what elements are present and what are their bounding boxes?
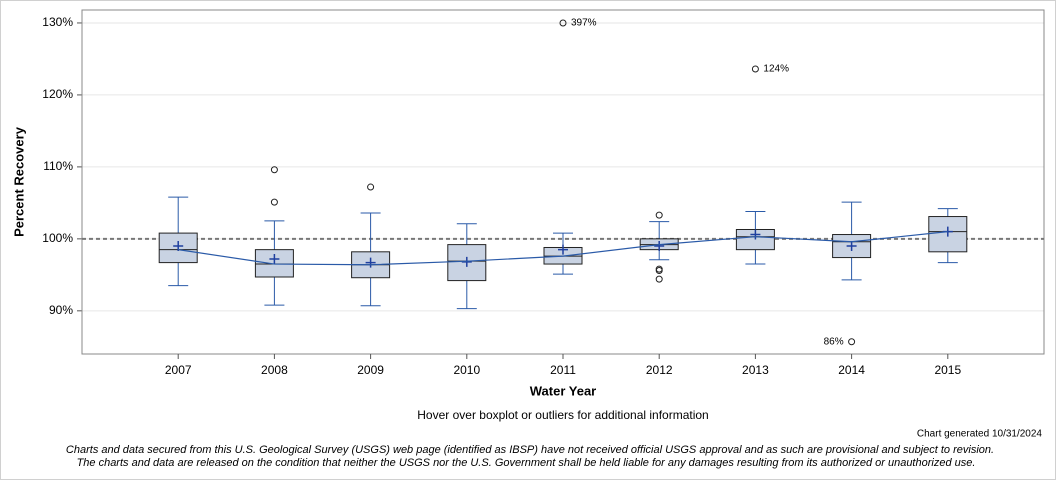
outlier-label: 124% — [763, 64, 789, 75]
x-tick-label: 2009 — [357, 363, 384, 377]
x-axis-label: Water Year — [530, 383, 597, 398]
mean-marker — [654, 241, 665, 252]
outlier-label: 86% — [824, 336, 844, 347]
mean-marker — [365, 257, 376, 268]
x-tick-label: 2013 — [742, 363, 769, 377]
y-tick-label: 110% — [43, 159, 73, 173]
generated: Chart generated 10/31/2024 — [917, 429, 1043, 440]
outlier — [655, 275, 663, 283]
outlier — [751, 65, 759, 73]
outlier — [655, 211, 663, 219]
x-tick-label: 2007 — [165, 363, 192, 377]
note: Hover over boxplot or outliers for addit… — [417, 408, 708, 422]
mean-marker — [750, 229, 761, 240]
outlier — [559, 19, 567, 27]
x-tick-label: 2008 — [261, 363, 288, 377]
outlier — [848, 338, 856, 346]
y-tick-label: 120% — [42, 87, 73, 101]
box — [735, 228, 775, 251]
y-tick-label: 100% — [42, 231, 73, 245]
mean-marker — [846, 241, 857, 252]
mean-marker — [173, 241, 184, 252]
y-axis-label: Percent Recovery — [11, 126, 26, 237]
x-tick-label: 2010 — [453, 363, 480, 377]
outlier — [367, 183, 375, 191]
outlier — [270, 198, 278, 206]
outlier-label: 397% — [571, 18, 597, 29]
outlier — [270, 166, 278, 174]
x-tick-label: 2011 — [550, 363, 576, 377]
y-tick-label: 90% — [49, 303, 73, 317]
median-line — [178, 231, 948, 266]
outlier — [655, 267, 663, 275]
mean-marker — [558, 244, 568, 255]
y-tick-label: 130% — [42, 15, 73, 29]
x-tick-label: 2012 — [646, 363, 673, 377]
disclaimer: The charts and data are released on the … — [77, 457, 976, 469]
disclaimer: Charts and data secured from this U.S. G… — [66, 444, 994, 456]
x-tick-label: 2015 — [934, 363, 961, 377]
mean-marker — [269, 254, 280, 265]
box — [158, 232, 198, 264]
x-tick-label: 2014 — [838, 363, 865, 377]
